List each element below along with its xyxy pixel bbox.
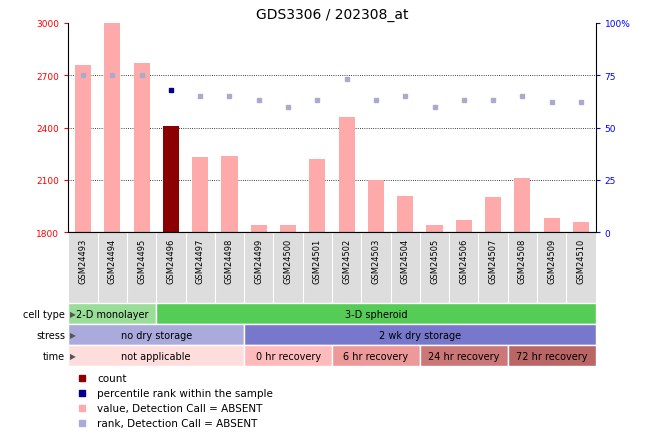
Text: ▶: ▶	[70, 351, 76, 360]
Bar	[68, 304, 156, 325]
Bar	[514, 179, 531, 233]
Text: ▶: ▶	[70, 330, 76, 339]
Text: GSM24497: GSM24497	[196, 238, 204, 284]
Text: GSM24499: GSM24499	[255, 238, 263, 283]
Text: ▶: ▶	[70, 309, 76, 319]
Text: 72 hr recovery: 72 hr recovery	[516, 351, 587, 361]
Bar	[420, 345, 508, 366]
Text: cell type: cell type	[23, 309, 65, 319]
Text: GSM24498: GSM24498	[225, 238, 234, 284]
Bar	[309, 160, 326, 233]
Bar	[163, 127, 179, 233]
Text: 0 hr recovery: 0 hr recovery	[255, 351, 321, 361]
Bar	[397, 196, 413, 233]
Text: percentile rank within the sample: percentile rank within the sample	[98, 388, 273, 398]
Text: GSM24506: GSM24506	[460, 238, 468, 284]
Bar	[133, 64, 150, 233]
Bar	[280, 226, 296, 233]
Text: time: time	[43, 351, 65, 361]
Text: value, Detection Call = ABSENT: value, Detection Call = ABSENT	[98, 403, 263, 413]
Text: GSM24502: GSM24502	[342, 238, 351, 283]
Bar	[251, 226, 267, 233]
Text: GSM24504: GSM24504	[401, 238, 409, 283]
Bar	[244, 345, 332, 366]
Text: GSM24495: GSM24495	[137, 238, 146, 283]
Bar	[508, 345, 596, 366]
Text: 3-D spheroid: 3-D spheroid	[344, 309, 408, 319]
Bar	[368, 181, 384, 233]
Text: GSM24507: GSM24507	[489, 238, 497, 284]
Text: GSM24500: GSM24500	[284, 238, 292, 283]
Bar	[339, 118, 355, 233]
Bar	[75, 66, 91, 233]
Text: GSM24494: GSM24494	[108, 238, 117, 283]
Text: GSM24501: GSM24501	[313, 238, 322, 283]
Title: GDS3306 / 202308_at: GDS3306 / 202308_at	[256, 7, 408, 21]
Text: not applicable: not applicable	[122, 351, 191, 361]
Text: no dry storage: no dry storage	[120, 330, 192, 340]
Bar	[426, 226, 443, 233]
Text: 2 wk dry storage: 2 wk dry storage	[379, 330, 461, 340]
Bar	[573, 222, 589, 233]
Text: 24 hr recovery: 24 hr recovery	[428, 351, 499, 361]
Text: GSM24503: GSM24503	[372, 238, 380, 284]
Text: GSM24510: GSM24510	[577, 238, 585, 283]
Text: 6 hr recovery: 6 hr recovery	[343, 351, 409, 361]
Bar	[156, 304, 596, 325]
Text: GSM24505: GSM24505	[430, 238, 439, 283]
Text: GSM24509: GSM24509	[547, 238, 556, 283]
Bar	[332, 345, 420, 366]
Bar	[104, 24, 120, 233]
Text: GSM24508: GSM24508	[518, 238, 527, 284]
Bar	[221, 156, 238, 233]
Bar	[456, 220, 472, 233]
Bar	[485, 198, 501, 233]
Text: GSM24493: GSM24493	[79, 238, 87, 284]
Bar	[192, 158, 208, 233]
Text: count: count	[98, 373, 127, 383]
Bar	[68, 345, 244, 366]
Text: 2-D monolayer: 2-D monolayer	[76, 309, 148, 319]
Text: rank, Detection Call = ABSENT: rank, Detection Call = ABSENT	[98, 418, 258, 428]
Bar	[68, 325, 244, 345]
Text: GSM24496: GSM24496	[167, 238, 175, 284]
Bar	[544, 219, 560, 233]
Bar	[244, 325, 596, 345]
Text: stress: stress	[36, 330, 65, 340]
